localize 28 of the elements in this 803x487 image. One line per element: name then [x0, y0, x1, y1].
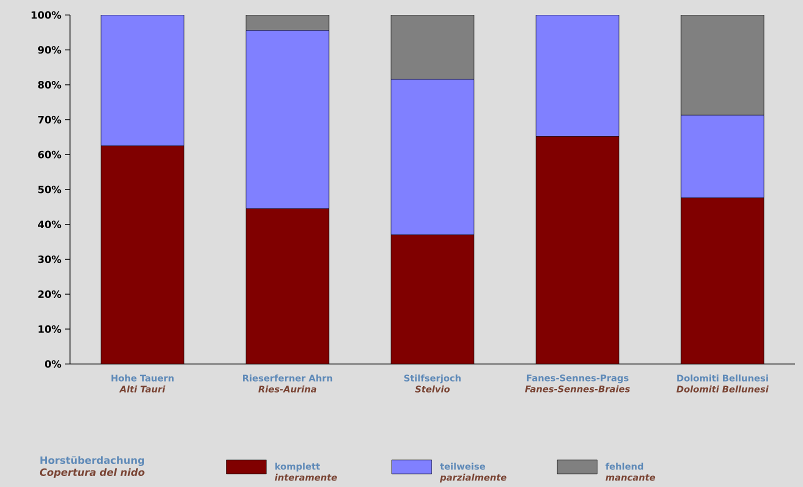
y-tick-label: 80%: [38, 81, 62, 89]
legend-label: fehlend mancante: [606, 462, 656, 481]
legend-label: teilweise parzialmente: [440, 462, 506, 482]
y-tick-label: 50%: [38, 186, 62, 194]
y-tick-label: 40%: [38, 220, 62, 228]
bar: [390, 14, 474, 80]
y-tick-label: 70%: [38, 116, 62, 124]
y-tick-label: 90%: [38, 46, 62, 54]
y-tick-label: 100%: [32, 11, 62, 19]
y-tick-label: 60%: [38, 150, 62, 158]
y-tick-label: 10%: [38, 325, 62, 333]
x-tick-label: Rieserferner Ahrn Ries-Aurina: [243, 374, 332, 392]
bar: [536, 14, 620, 137]
bar: [246, 14, 330, 31]
y-tick-label: 30%: [38, 255, 62, 264]
x-tick-label: Dolomiti Bellunesi Dolomiti Bellunesi: [676, 374, 769, 392]
bar: [246, 30, 330, 209]
x-tick-label: Fanes-Sennes-Prags Fanes-Sennes-Braies: [525, 374, 630, 392]
bar: [680, 14, 764, 116]
y-tick-label: 20%: [38, 290, 62, 298]
x-tick-label: Stilfserjoch Stelvio: [404, 374, 461, 392]
legend-label: komplett interamente: [274, 462, 337, 481]
x-tick-label: Hohe Tauern Alti Tauri: [112, 374, 174, 392]
bar: [390, 79, 474, 236]
y-tick-label: 0%: [44, 360, 62, 368]
bar: [100, 14, 184, 146]
legend-title: Horstüberdachung Copertura del nido: [40, 456, 144, 478]
bar: [680, 114, 764, 198]
